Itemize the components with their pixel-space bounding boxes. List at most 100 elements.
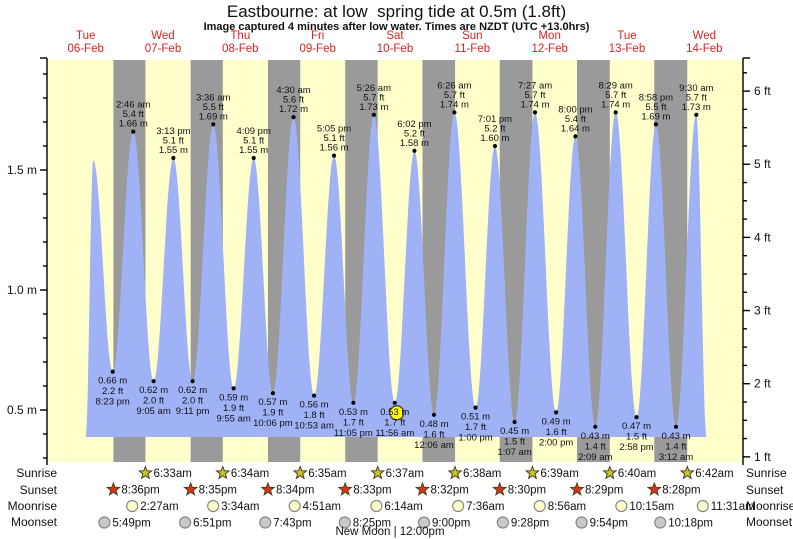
sunset-entry: 8:28pm: [646, 481, 701, 497]
tide-time: 9:05 am: [136, 406, 170, 417]
right-axis-tick-label: 2 ft: [754, 377, 771, 391]
sunrise-entry: 6:37am: [370, 465, 424, 480]
high-tide-label: 8:58 pm5.5 ft1.69 m: [639, 92, 673, 127]
sunset-row-label-left: Sunset: [19, 483, 57, 497]
sunrise-entry: 6:42am: [679, 465, 734, 480]
moonset-entry: 10:18pm: [654, 516, 713, 530]
sunrise-icon: [447, 465, 463, 480]
day-name: Mon: [538, 30, 560, 42]
sunrise-time: 6:39am: [540, 468, 578, 480]
tide-time: 8:58 pm: [639, 92, 673, 103]
day-date: 09-Feb: [299, 43, 335, 55]
tide-extremum-dot: [110, 369, 115, 374]
low-tide-label: 0.49 m1.6 ft2:00 pm: [539, 410, 573, 448]
sunrise-row-label-left: Sunrise: [16, 466, 57, 480]
high-tide-label: 9:30 am5.7 ft1.73 m: [679, 83, 714, 117]
high-tide-label: 8:00 pm5.4 ft1.64 m: [558, 104, 593, 139]
moonset-time: 8:25pm: [353, 518, 391, 530]
tide-height-ft: 5.1 ft: [243, 136, 264, 147]
sunrise-icon: [370, 465, 386, 480]
moonset-entry: 9:00pm: [417, 516, 470, 530]
moonrise-time: 8:56am: [548, 501, 586, 513]
sunset-icon: [337, 481, 353, 496]
tide-time: 2:46 am: [116, 100, 150, 111]
sunset-time: 8:28pm: [662, 485, 700, 497]
sunset-entry: 8:35pm: [183, 481, 237, 497]
tide-height-m: 1.74 m: [520, 99, 549, 110]
tide-height-ft: 1.9 ft: [223, 403, 244, 414]
sunrise-entry: 6:34am: [215, 465, 269, 480]
tide-height-ft: 5.2 ft: [484, 124, 505, 135]
tide-extremum-dot: [251, 155, 256, 161]
tide-extremum-dot: [492, 143, 498, 149]
tide-height-ft: 1.5 ft: [626, 432, 647, 443]
moon-phase-footer: New Moon | 12:00pm: [335, 526, 445, 538]
tide-extremum-dot: [412, 148, 417, 153]
sunrise-entry: 6:35am: [292, 465, 347, 480]
sunrise-entry: 6:38am: [447, 465, 501, 480]
tide-extremum-dot: [211, 122, 216, 127]
moonrise-icon: [615, 499, 628, 513]
tide-time: 9:55 am: [216, 413, 250, 424]
moonrise-icon: [288, 499, 301, 513]
moonset-entry: 9:28pm: [496, 516, 549, 530]
low-tide-label: 0.51 m1.7 ft1:00 pm: [458, 405, 493, 444]
left-axis-tick-label: 1.5 m: [7, 163, 37, 177]
current-time-marker: [389, 405, 405, 421]
tide-height-m: 1.66 m: [119, 119, 148, 130]
high-tide-label: 3:36 am5.5 ft1.69 m: [196, 92, 231, 127]
moonrise-time: 10:15am: [629, 501, 674, 513]
tide-extremum-dot: [351, 400, 356, 405]
sunset-entry: 8:29pm: [569, 481, 623, 497]
moonrise-entry: 8:56am: [533, 499, 586, 513]
tide-time: 9:30 am: [679, 83, 713, 94]
high-tide-label: 6:26 am5.7 ft1.74 m: [437, 80, 472, 115]
tide-height-m: 1.60 m: [480, 133, 509, 144]
sunrise-time: 6:40am: [618, 468, 656, 480]
tide-time: 7:27 am: [518, 80, 552, 91]
tide-height-m: 1.74 m: [440, 99, 469, 110]
right-axis-tick-label: 4 ft: [754, 230, 771, 244]
tide-extremum-dot: [311, 393, 317, 398]
moonrise-entry: 2:27am: [126, 499, 179, 513]
tide-time: 3:13 pm: [156, 126, 190, 137]
tide-time: 10:06 pm: [253, 418, 293, 429]
tide-height-ft: 5.5 ft: [203, 102, 224, 113]
tide-height-m: 1.69 m: [199, 111, 228, 122]
page-title: Eastbourne: at low spring tide at 0.5m (…: [226, 2, 567, 21]
high-tide-label: 4:30 am5.6 ft1.72 m: [276, 85, 311, 120]
moonrise-icon: [126, 499, 139, 513]
moonset-entry: 9:54pm: [575, 516, 628, 530]
tide-height-m: 1.73 m: [359, 102, 388, 113]
tide-extremum-dot: [452, 110, 457, 115]
tide-extremum-dot: [190, 379, 195, 384]
tide-extremum-dot: [634, 415, 639, 420]
moonrise-time: 11:31am: [711, 501, 755, 513]
tide-extremum-dot: [673, 424, 679, 429]
tide-height-m: 1.72 m: [279, 104, 308, 115]
tide-height-ft: 2.2 ft: [102, 386, 123, 397]
sunrise-icon: [137, 465, 153, 480]
day-date: 08-Feb: [222, 43, 258, 55]
moonrise-row-label-right: Moonrise: [746, 499, 793, 513]
tide-time: 1:07 am: [497, 447, 531, 458]
tide-height-m: 0.43 m: [661, 431, 690, 442]
tide-time: 1:00 pm: [458, 433, 492, 444]
tide-height-ft: 1.4 ft: [665, 441, 686, 452]
day-name: Thu: [230, 30, 250, 42]
moonrise-icon: [452, 499, 465, 513]
sunset-icon: [414, 481, 431, 496]
moonrise-entry: 10:15am: [615, 499, 674, 513]
moonset-icon: [575, 516, 588, 529]
tide-time: 9:11 pm: [176, 406, 210, 417]
tide-time: 8:23 pm: [96, 397, 130, 408]
day-date: 07-Feb: [145, 43, 181, 55]
tide-height-ft: 5.7 ft: [444, 90, 465, 101]
tide-extremum-dot: [171, 155, 176, 161]
moonset-icon: [654, 516, 667, 529]
tide-extremum-dot: [151, 379, 156, 384]
